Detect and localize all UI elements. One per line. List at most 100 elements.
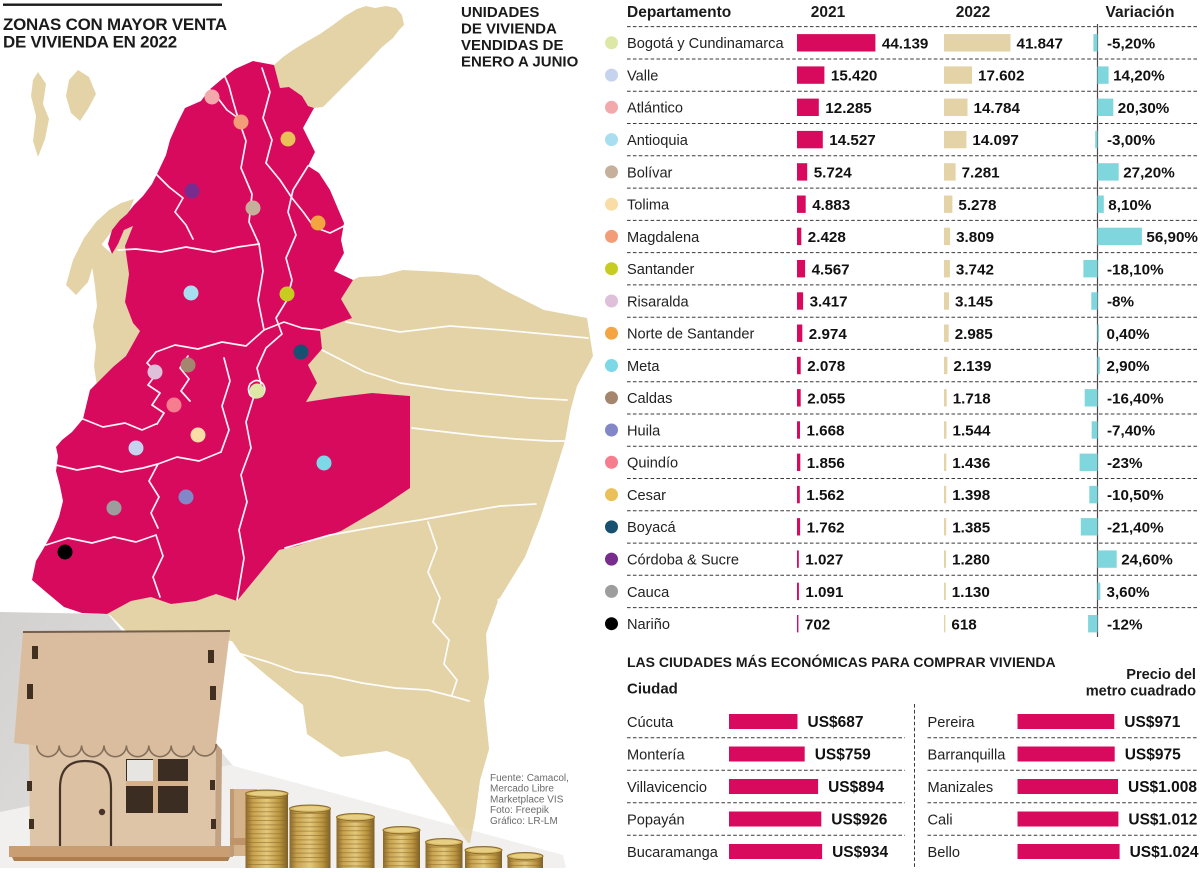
svg-text:3.809: 3.809: [956, 229, 994, 246]
svg-text:Atlántico: Atlántico: [627, 101, 683, 117]
svg-text:US$971: US$971: [1124, 714, 1180, 731]
svg-text:DE VIVIENDA: DE VIVIENDA: [461, 21, 557, 38]
svg-text:4.567: 4.567: [812, 261, 850, 278]
svg-text:2,90%: 2,90%: [1107, 358, 1151, 375]
svg-text:1.668: 1.668: [807, 423, 845, 440]
svg-text:1.280: 1.280: [952, 552, 990, 569]
svg-text:Córdoba & Sucre: Córdoba & Sucre: [627, 553, 739, 569]
svg-text:15.420: 15.420: [831, 68, 877, 85]
svg-text:US$926: US$926: [831, 812, 887, 829]
svg-text:metro cuadrado: metro cuadrado: [1086, 684, 1196, 700]
svg-text:LAS CIUDADES MÁS ECONÓMICAS PA: LAS CIUDADES MÁS ECONÓMICAS PARA COMPRAR…: [627, 653, 1056, 670]
svg-text:-18,10%: -18,10%: [1107, 261, 1164, 278]
svg-text:20,30%: 20,30%: [1118, 100, 1170, 117]
svg-text:Ciudad: Ciudad: [627, 681, 678, 698]
svg-text:Caldas: Caldas: [627, 391, 672, 407]
svg-text:702: 702: [805, 616, 830, 633]
svg-text:24,60%: 24,60%: [1121, 552, 1173, 569]
svg-text:2021: 2021: [811, 4, 846, 21]
svg-text:Santander: Santander: [627, 262, 694, 278]
svg-text:Mercado Libre: Mercado Libre: [490, 784, 554, 795]
svg-text:Precio del: Precio del: [1126, 667, 1196, 683]
svg-text:2.139: 2.139: [953, 358, 991, 375]
svg-text:1.398: 1.398: [952, 487, 990, 504]
svg-text:DE VIVIENDA EN 2022: DE VIVIENDA EN 2022: [3, 33, 177, 52]
svg-text:1.436: 1.436: [952, 455, 990, 472]
svg-text:Valle: Valle: [627, 69, 658, 85]
svg-text:Meta: Meta: [627, 359, 660, 375]
svg-text:41.847: 41.847: [1017, 35, 1063, 52]
svg-text:Montería: Montería: [627, 747, 685, 763]
svg-text:Villavicencio: Villavicencio: [627, 780, 707, 796]
svg-text:1.544: 1.544: [953, 423, 992, 440]
svg-text:Barranquilla: Barranquilla: [928, 747, 1007, 763]
svg-text:Cali: Cali: [928, 812, 953, 828]
svg-text:US$759: US$759: [815, 747, 871, 764]
svg-text:Magdalena: Magdalena: [627, 230, 700, 246]
svg-text:2.078: 2.078: [807, 358, 845, 375]
svg-text:14.784: 14.784: [974, 100, 1021, 117]
svg-text:Marketplace VIS: Marketplace VIS: [490, 794, 564, 805]
svg-text:-7,40%: -7,40%: [1107, 423, 1156, 440]
svg-text:Bello: Bello: [928, 845, 960, 861]
svg-text:Risaralda: Risaralda: [627, 294, 690, 310]
svg-text:2.055: 2.055: [807, 390, 846, 407]
svg-text:3.417: 3.417: [810, 294, 848, 311]
svg-text:Antioquia: Antioquia: [627, 133, 689, 149]
svg-text:Variación: Variación: [1106, 4, 1175, 21]
svg-text:14.527: 14.527: [829, 132, 875, 149]
svg-text:3,60%: 3,60%: [1107, 584, 1151, 601]
svg-text:Bolívar: Bolívar: [627, 165, 673, 181]
svg-text:-8%: -8%: [1107, 294, 1135, 311]
svg-text:2.974: 2.974: [809, 326, 848, 343]
svg-text:1.762: 1.762: [807, 520, 845, 537]
svg-text:Boyacá: Boyacá: [627, 520, 677, 536]
svg-text:4.883: 4.883: [812, 197, 850, 214]
svg-text:1.562: 1.562: [806, 487, 844, 504]
svg-text:8,10%: 8,10%: [1108, 197, 1152, 214]
svg-text:14.097: 14.097: [972, 132, 1018, 149]
svg-text:Popayán: Popayán: [627, 812, 685, 828]
svg-text:Bucaramanga: Bucaramanga: [627, 845, 719, 861]
svg-text:Foto: Freepik: Foto: Freepik: [490, 805, 550, 816]
svg-text:1.091: 1.091: [805, 584, 844, 601]
svg-text:Cúcuta: Cúcuta: [627, 715, 674, 731]
svg-text:3.145: 3.145: [955, 294, 994, 311]
svg-text:-21,40%: -21,40%: [1107, 520, 1164, 537]
svg-text:Fuente: Camacol,: Fuente: Camacol,: [490, 773, 569, 784]
svg-text:Gráfico: LR-LM: Gráfico: LR-LM: [490, 816, 558, 827]
svg-text:Cauca: Cauca: [627, 585, 670, 601]
svg-text:US$975: US$975: [1125, 747, 1181, 764]
svg-text:ZONAS CON MAYOR VENTA: ZONAS CON MAYOR VENTA: [3, 15, 227, 34]
svg-text:US$934: US$934: [832, 844, 888, 861]
svg-text:14,20%: 14,20%: [1113, 68, 1165, 85]
svg-text:Departamento: Departamento: [627, 4, 731, 21]
svg-text:-12%: -12%: [1107, 616, 1143, 633]
svg-text:US$1.024: US$1.024: [1130, 844, 1199, 861]
svg-text:56,90%: 56,90%: [1146, 229, 1198, 246]
svg-text:1.385: 1.385: [952, 520, 991, 537]
svg-text:27,20%: 27,20%: [1123, 165, 1175, 182]
svg-text:7.281: 7.281: [962, 165, 1001, 182]
svg-text:-16,40%: -16,40%: [1107, 390, 1164, 407]
svg-text:-5,20%: -5,20%: [1107, 35, 1156, 52]
svg-text:Huila: Huila: [627, 423, 661, 439]
svg-text:0,40%: 0,40%: [1107, 326, 1151, 343]
svg-text:1.856: 1.856: [807, 455, 845, 472]
svg-text:ENERO A JUNIO: ENERO A JUNIO: [461, 54, 579, 71]
svg-text:2.428: 2.428: [808, 229, 846, 246]
svg-text:US$1.012: US$1.012: [1128, 812, 1197, 829]
svg-text:5.724: 5.724: [814, 165, 853, 182]
svg-text:Pereira: Pereira: [928, 715, 976, 731]
svg-text:Cesar: Cesar: [627, 488, 666, 504]
svg-text:1.130: 1.130: [952, 584, 990, 601]
svg-text:-23%: -23%: [1107, 455, 1143, 472]
svg-text:618: 618: [951, 616, 976, 633]
svg-text:Nariño: Nariño: [627, 617, 670, 633]
svg-text:2.985: 2.985: [955, 326, 994, 343]
svg-text:VENDIDAS DE: VENDIDAS DE: [461, 37, 564, 54]
svg-text:1.718: 1.718: [953, 390, 991, 407]
svg-text:-3,00%: -3,00%: [1107, 132, 1156, 149]
svg-text:1.027: 1.027: [805, 552, 843, 569]
svg-text:12.285: 12.285: [825, 100, 872, 117]
